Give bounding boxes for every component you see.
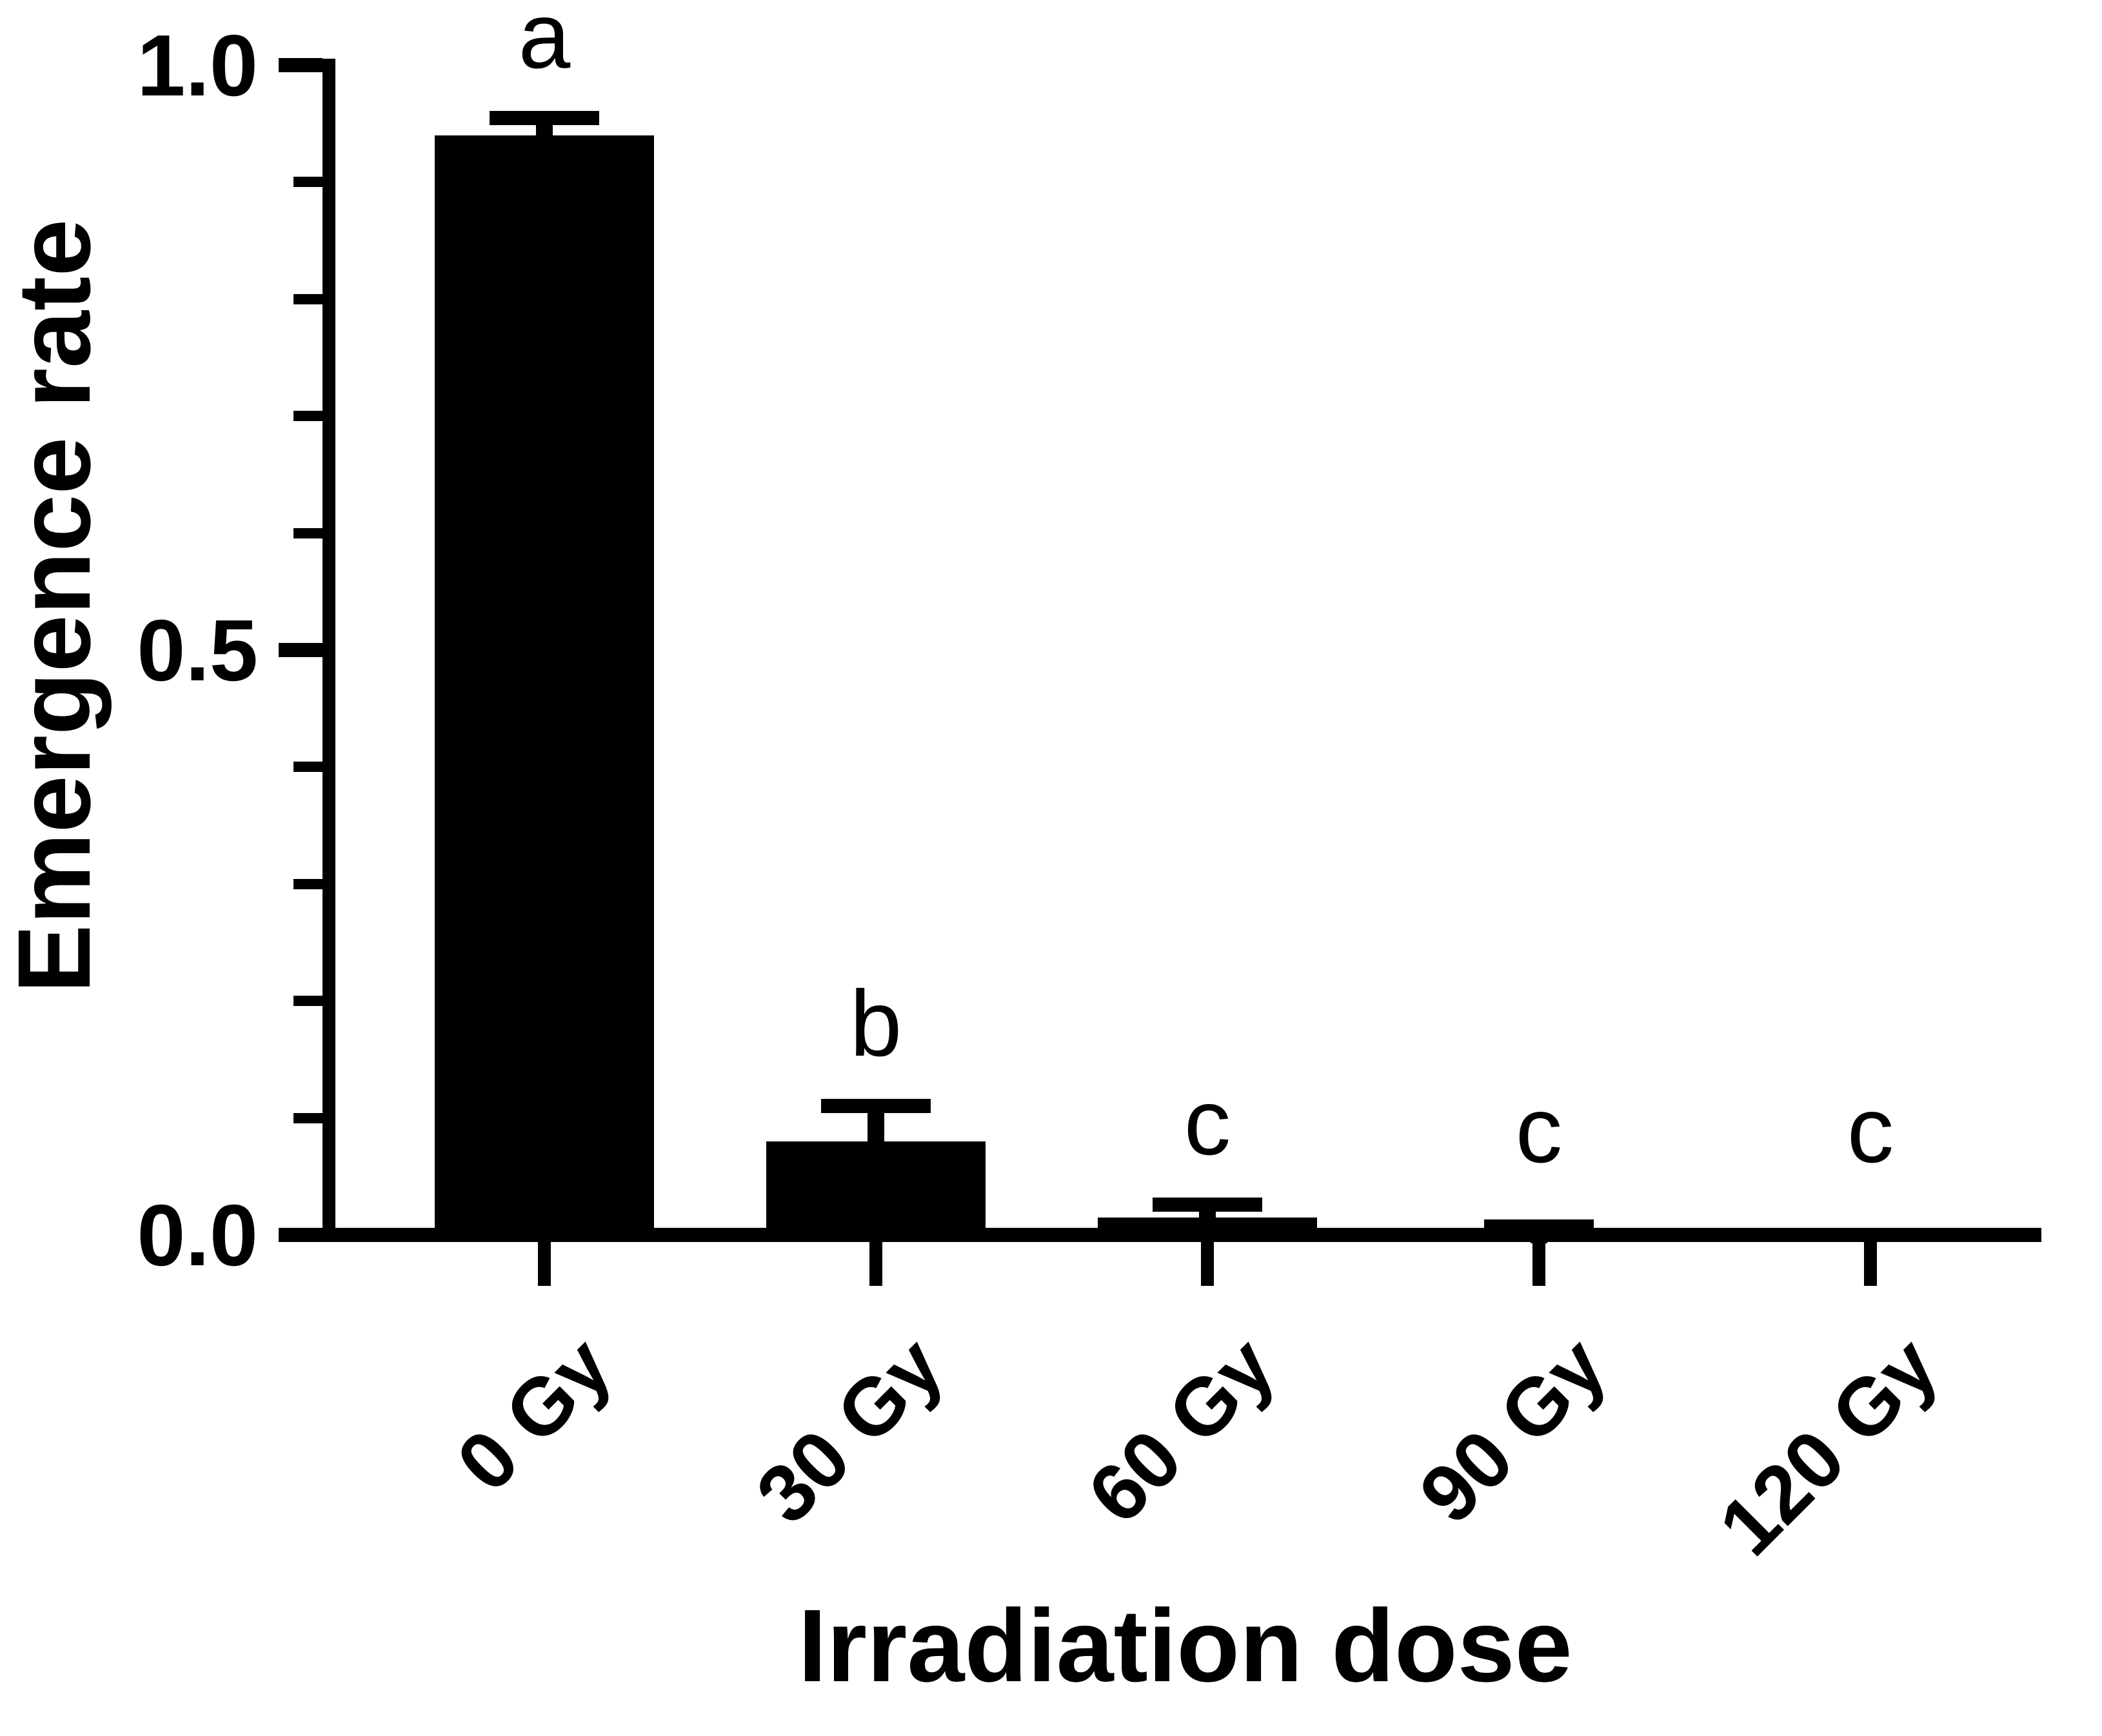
- error-bar-cap-30-gy: [821, 1099, 931, 1114]
- x-tick-label-90-gy: 90 Gy: [1402, 1319, 1623, 1541]
- bar-0-gy: [435, 135, 654, 1242]
- y-tick-label-0.0: 0.0: [137, 1187, 258, 1284]
- x-axis-title: Irradiation dose: [798, 1588, 1572, 1703]
- sig-letter-30-gy: b: [849, 971, 902, 1076]
- y-minor-tick-0-3: [293, 878, 322, 889]
- x-tick-label-60-gy: 60 Gy: [1070, 1319, 1292, 1541]
- y-tick-label-1.0: 1.0: [137, 17, 258, 114]
- y-minor-tick-0-8: [293, 293, 322, 304]
- sig-letter-120-gy: c: [1847, 1078, 1894, 1182]
- x-tick-90-gy: [1532, 1242, 1545, 1286]
- y-minor-tick-0-6: [293, 528, 322, 538]
- x-tick-label-0-gy: 0 Gy: [439, 1319, 629, 1509]
- sig-letter-90-gy: c: [1515, 1078, 1563, 1182]
- y-major-tick-0.5: [279, 643, 322, 657]
- x-tick-60-gy: [1201, 1242, 1214, 1286]
- sig-letter-60-gy: c: [1184, 1069, 1231, 1174]
- y-minor-tick-0-1: [293, 1112, 322, 1123]
- bar-30-gy: [766, 1141, 986, 1242]
- error-bar-cap-90-gy: [1484, 1219, 1594, 1234]
- y-minor-tick-0-9: [293, 177, 322, 188]
- error-bar-cap-60-gy: [1153, 1197, 1262, 1212]
- y-minor-tick-0-4: [293, 762, 322, 773]
- y-tick-label-0.5: 0.5: [137, 602, 258, 699]
- x-tick-0-gy: [538, 1242, 551, 1286]
- sig-letter-0-gy: a: [518, 0, 571, 88]
- y-major-tick-0.0: [279, 1228, 322, 1242]
- y-major-tick-1.0: [279, 58, 322, 72]
- x-tick-30-gy: [869, 1242, 882, 1286]
- y-axis-line: [322, 59, 335, 1242]
- x-tick-label-30-gy: 30 Gy: [739, 1319, 960, 1541]
- x-tick-label-120-gy: 120 Gy: [1701, 1319, 1955, 1573]
- error-bar-cap-0-gy: [490, 110, 599, 125]
- error-bar-line-30-gy: [868, 1106, 884, 1154]
- x-tick-120-gy: [1864, 1242, 1877, 1286]
- y-minor-tick-0-2: [293, 996, 322, 1007]
- y-minor-tick-0-7: [293, 411, 322, 422]
